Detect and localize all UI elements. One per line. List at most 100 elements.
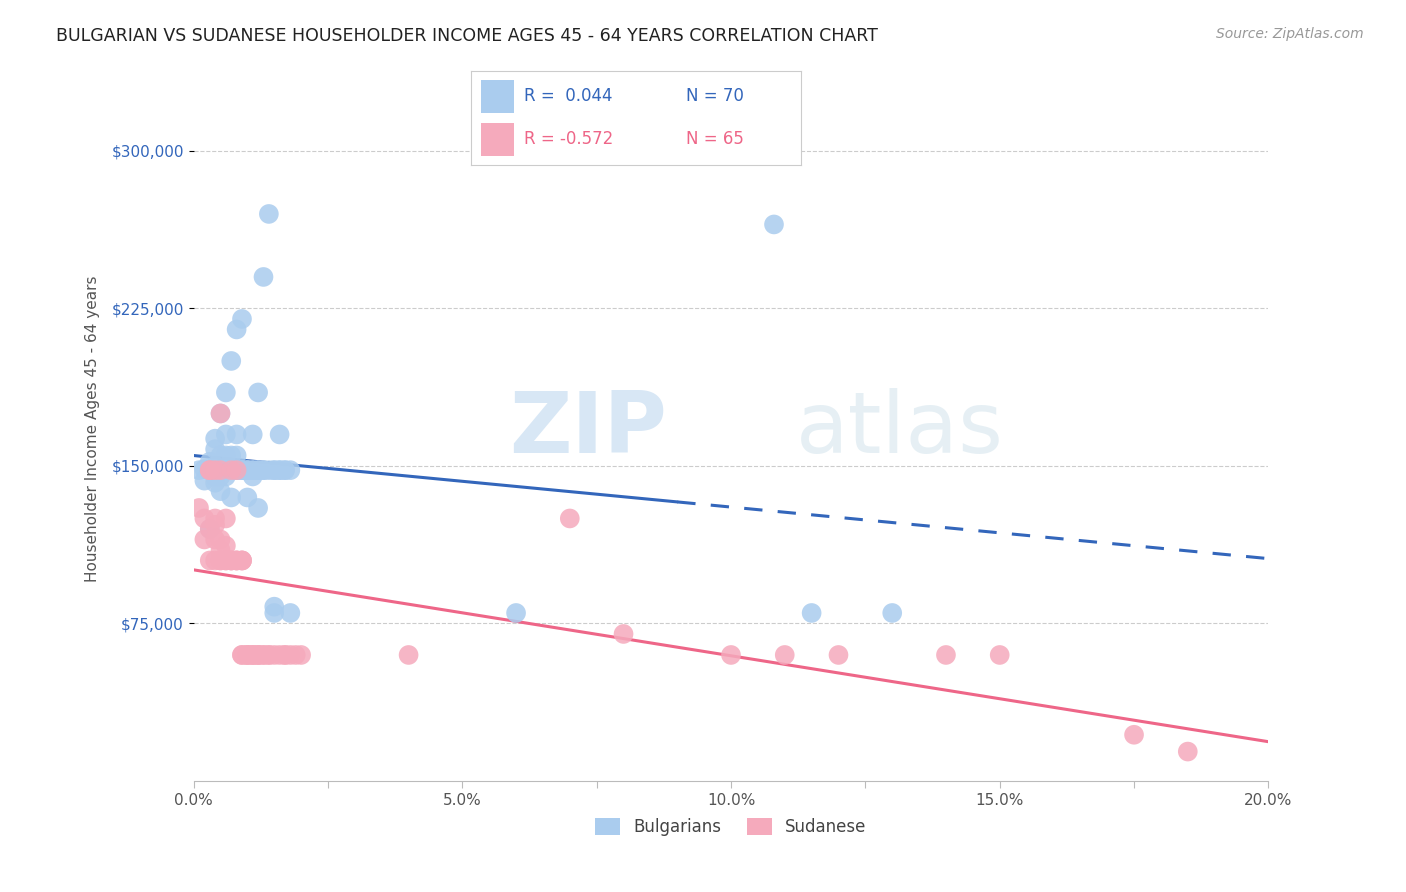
Point: [252, 648, 274, 662]
Point: [209, 463, 232, 477]
Text: atlas: atlas: [796, 388, 1004, 471]
Point: [290, 648, 312, 662]
Point: [257, 648, 280, 662]
Text: R = -0.572: R = -0.572: [524, 130, 613, 148]
Point: [209, 463, 232, 477]
Point: [236, 463, 259, 477]
Point: [263, 463, 285, 477]
Point: [274, 463, 297, 477]
Point: [242, 427, 264, 442]
Point: [225, 463, 247, 477]
Point: [763, 218, 786, 232]
Point: [193, 462, 215, 476]
Point: [225, 463, 247, 477]
Point: [236, 463, 259, 477]
Point: [198, 455, 221, 469]
Point: [215, 553, 238, 567]
Point: [219, 463, 242, 477]
Point: [236, 463, 259, 477]
Point: [242, 648, 264, 662]
Point: [225, 449, 247, 463]
Point: [204, 469, 226, 483]
Point: [209, 553, 232, 567]
Text: Source: ZipAtlas.com: Source: ZipAtlas.com: [1216, 27, 1364, 41]
Point: [247, 648, 270, 662]
Point: [204, 458, 226, 473]
Text: N = 65: N = 65: [686, 130, 744, 148]
Text: N = 70: N = 70: [686, 87, 744, 104]
Point: [215, 427, 238, 442]
Point: [198, 463, 221, 477]
Point: [236, 491, 259, 505]
Point: [247, 385, 270, 400]
Point: [252, 463, 274, 477]
Point: [1123, 728, 1146, 742]
Point: [269, 427, 291, 442]
Point: [198, 553, 221, 567]
Point: [219, 463, 242, 477]
Point: [274, 648, 297, 662]
Point: [231, 463, 253, 477]
Point: [219, 553, 242, 567]
Point: [236, 648, 259, 662]
Point: [612, 627, 634, 641]
Point: [198, 522, 221, 536]
Point: [263, 648, 285, 662]
Point: [204, 533, 226, 547]
Point: [209, 533, 232, 547]
Point: [274, 648, 297, 662]
Point: [988, 648, 1011, 662]
Point: [231, 553, 253, 567]
Point: [269, 463, 291, 477]
Point: [193, 533, 215, 547]
Point: [242, 648, 264, 662]
Point: [215, 539, 238, 553]
Point: [193, 474, 215, 488]
Point: [225, 553, 247, 567]
Point: [882, 606, 904, 620]
Point: [225, 553, 247, 567]
Point: [257, 648, 280, 662]
Point: [242, 463, 264, 477]
Point: [231, 648, 253, 662]
Point: [209, 543, 232, 558]
Point: [204, 511, 226, 525]
Point: [247, 648, 270, 662]
Point: [198, 463, 221, 477]
Legend: Bulgarians, Sudanese: Bulgarians, Sudanese: [589, 812, 873, 843]
Point: [280, 648, 302, 662]
Point: [236, 648, 259, 662]
Point: [198, 522, 221, 536]
Point: [219, 491, 242, 505]
Point: [209, 407, 232, 421]
Point: [215, 463, 238, 477]
Point: [225, 463, 247, 477]
Point: [188, 463, 211, 477]
Point: [247, 500, 270, 515]
FancyBboxPatch shape: [481, 79, 515, 112]
Point: [935, 648, 957, 662]
Point: [269, 463, 291, 477]
Point: [231, 648, 253, 662]
Point: [215, 553, 238, 567]
Point: [247, 463, 270, 477]
Point: [209, 407, 232, 421]
Point: [231, 553, 253, 567]
Point: [558, 511, 581, 525]
Point: [231, 463, 253, 477]
Point: [263, 599, 285, 614]
Point: [215, 511, 238, 525]
Point: [198, 463, 221, 477]
Point: [257, 207, 280, 221]
Point: [269, 648, 291, 662]
Point: [225, 427, 247, 442]
Text: ZIP: ZIP: [509, 388, 666, 471]
Point: [188, 500, 211, 515]
Point: [800, 606, 823, 620]
Point: [773, 648, 796, 662]
Point: [280, 463, 302, 477]
Point: [204, 463, 226, 477]
Point: [204, 517, 226, 532]
Point: [204, 442, 226, 457]
Point: [204, 553, 226, 567]
